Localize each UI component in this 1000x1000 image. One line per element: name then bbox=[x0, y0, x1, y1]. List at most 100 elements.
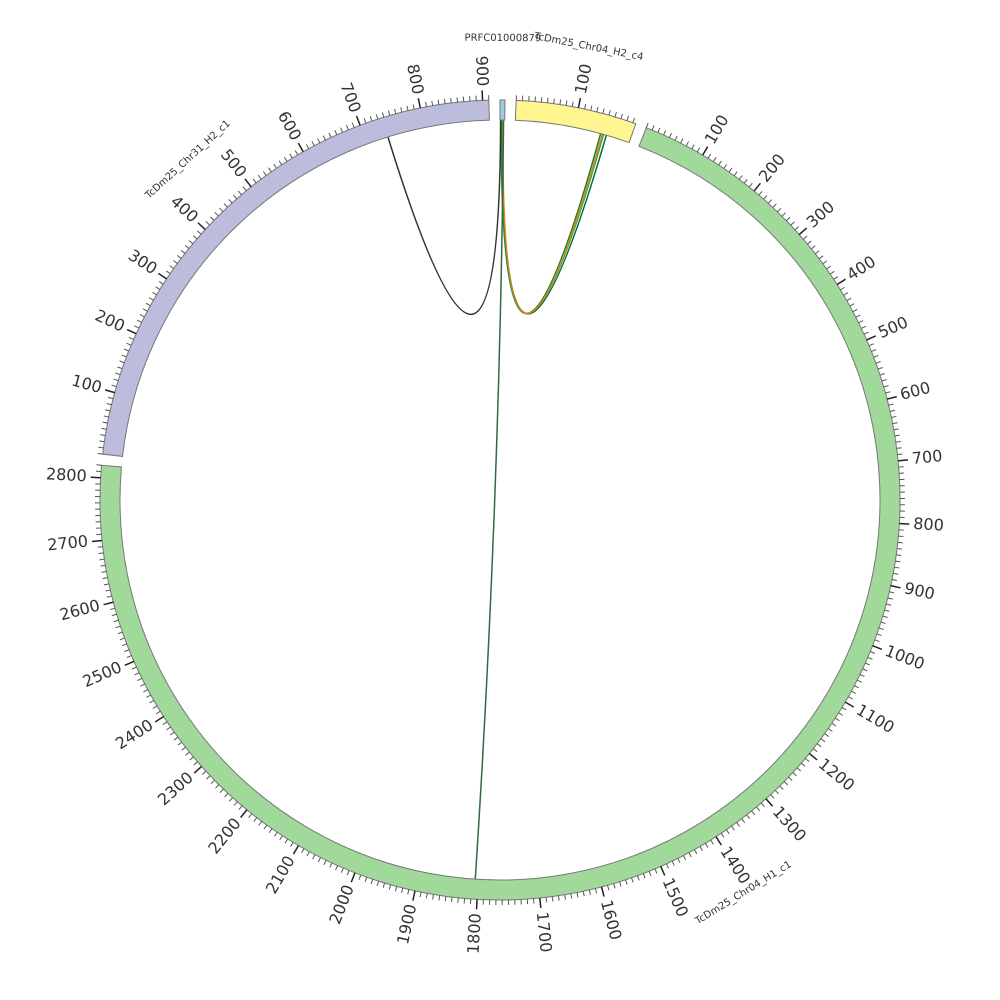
major-tick bbox=[886, 395, 897, 400]
minor-tick bbox=[733, 171, 738, 177]
minor-tick bbox=[306, 851, 310, 857]
minor-tick bbox=[258, 821, 263, 826]
minor-tick bbox=[883, 385, 889, 388]
minor-tick bbox=[723, 164, 728, 169]
minor-tick bbox=[559, 99, 562, 105]
minor-tick bbox=[162, 721, 168, 725]
tick-label: 1200 bbox=[815, 754, 859, 795]
minor-tick bbox=[677, 858, 681, 864]
minor-tick bbox=[253, 817, 258, 822]
minor-tick bbox=[838, 712, 844, 716]
minor-tick bbox=[751, 810, 756, 816]
minor-tick bbox=[756, 806, 761, 812]
major-tick bbox=[124, 660, 135, 667]
minor-tick bbox=[328, 132, 332, 138]
minor-tick bbox=[188, 240, 194, 245]
minor-tick bbox=[878, 627, 884, 631]
minor-tick bbox=[843, 292, 849, 296]
minor-tick bbox=[805, 757, 810, 762]
major-tick bbox=[798, 227, 808, 236]
minor-tick bbox=[855, 314, 861, 318]
minor-tick bbox=[206, 775, 211, 780]
minor-tick bbox=[289, 153, 293, 159]
minor-tick bbox=[895, 560, 901, 563]
major-tick bbox=[577, 97, 582, 108]
minor-tick bbox=[811, 245, 816, 250]
major-tick bbox=[90, 476, 101, 479]
minor-tick bbox=[565, 100, 568, 106]
tick-label: 200 bbox=[755, 150, 789, 186]
links bbox=[387, 119, 608, 880]
minor-tick bbox=[317, 857, 321, 863]
segment-name: PRFC01000879 bbox=[465, 33, 542, 44]
link bbox=[387, 119, 502, 315]
minor-tick bbox=[632, 117, 636, 123]
minor-tick bbox=[180, 249, 186, 254]
minor-tick bbox=[893, 572, 899, 575]
minor-tick bbox=[794, 226, 800, 231]
minor-tick bbox=[443, 98, 446, 104]
minor-tick bbox=[370, 879, 374, 885]
minor-tick bbox=[856, 679, 862, 683]
minor-tick bbox=[840, 286, 845, 291]
major-tick bbox=[872, 644, 883, 651]
minor-tick bbox=[131, 666, 137, 670]
minor-tick bbox=[822, 260, 828, 265]
major-tick bbox=[702, 146, 709, 156]
minor-tick bbox=[800, 762, 806, 767]
minor-tick bbox=[688, 852, 692, 858]
segment-arc bbox=[102, 99, 490, 457]
minor-tick bbox=[841, 707, 847, 711]
minor-tick bbox=[228, 198, 233, 204]
link bbox=[501, 120, 608, 315]
minor-tick bbox=[728, 167, 733, 173]
minor-tick bbox=[334, 130, 338, 136]
major-tick bbox=[808, 752, 818, 761]
minor-tick bbox=[895, 440, 901, 443]
minor-tick bbox=[870, 651, 876, 654]
minor-tick bbox=[770, 794, 775, 799]
minor-tick bbox=[736, 822, 741, 827]
major-tick bbox=[104, 389, 115, 394]
minor-tick bbox=[184, 245, 190, 249]
tick-label: 200 bbox=[92, 306, 128, 336]
minor-tick bbox=[381, 112, 385, 118]
minor-tick bbox=[859, 673, 865, 678]
minor-tick bbox=[726, 829, 730, 835]
minor-tick bbox=[139, 314, 145, 318]
segment-arc bbox=[99, 127, 901, 901]
major-tick bbox=[103, 601, 114, 606]
minor-tick bbox=[97, 546, 103, 548]
minor-tick bbox=[571, 101, 574, 107]
major-tick bbox=[660, 865, 666, 876]
major-tick bbox=[417, 98, 422, 109]
minor-tick bbox=[181, 746, 186, 751]
minor-tick bbox=[273, 831, 278, 837]
minor-tick bbox=[851, 690, 856, 694]
minor-tick bbox=[772, 203, 777, 208]
minor-tick bbox=[177, 741, 182, 746]
minor-tick bbox=[642, 873, 646, 879]
minor-tick bbox=[224, 792, 229, 798]
major-tick bbox=[539, 897, 542, 909]
minor-tick bbox=[101, 571, 107, 573]
minor-tick bbox=[97, 453, 103, 455]
minor-tick bbox=[731, 825, 735, 831]
minor-tick bbox=[871, 349, 877, 352]
minor-tick bbox=[106, 595, 112, 598]
minor-tick bbox=[134, 325, 140, 329]
major-tick bbox=[866, 335, 877, 341]
minor-tick bbox=[312, 854, 316, 860]
minor-tick bbox=[812, 748, 818, 753]
tick-label: 1100 bbox=[853, 700, 898, 737]
minor-tick bbox=[146, 694, 152, 698]
minor-tick bbox=[412, 104, 415, 110]
minor-tick bbox=[294, 150, 299, 156]
minor-tick bbox=[631, 877, 634, 883]
minor-tick bbox=[369, 116, 373, 122]
minor-tick bbox=[620, 113, 623, 119]
minor-tick bbox=[760, 802, 765, 808]
minor-tick bbox=[607, 885, 610, 891]
minor-tick bbox=[741, 818, 746, 823]
minor-tick bbox=[828, 728, 833, 732]
